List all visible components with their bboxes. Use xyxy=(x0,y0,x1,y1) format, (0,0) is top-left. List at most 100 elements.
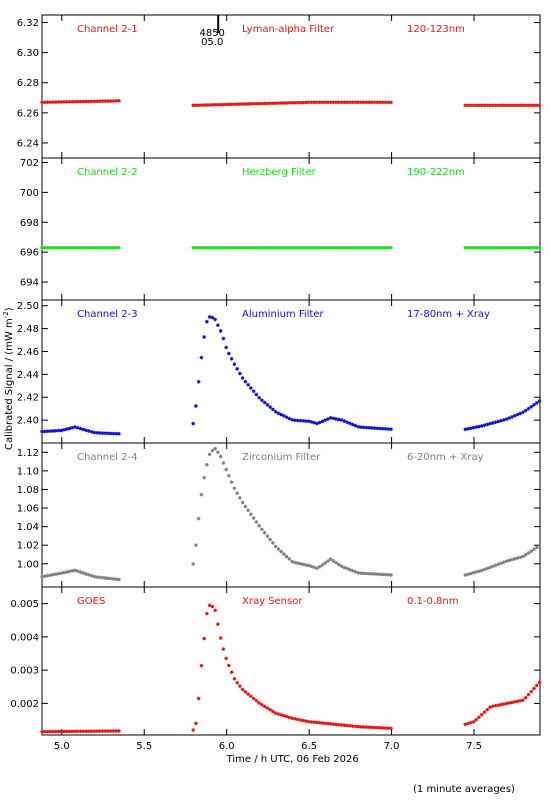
data-point xyxy=(499,103,503,108)
data-point xyxy=(372,572,377,576)
data-point xyxy=(100,431,105,435)
data-point xyxy=(284,101,289,105)
data-point xyxy=(42,245,47,250)
data-point xyxy=(304,719,308,723)
data-point xyxy=(89,429,94,434)
data-point xyxy=(53,729,58,734)
data-point xyxy=(224,245,228,250)
data-point xyxy=(229,245,234,250)
data-point xyxy=(117,245,121,250)
data-point xyxy=(106,99,110,103)
data-point xyxy=(89,573,94,578)
data-point xyxy=(62,428,66,432)
data-point xyxy=(114,431,119,436)
data-point xyxy=(232,102,237,107)
data-point xyxy=(205,245,209,250)
data-point xyxy=(92,729,97,733)
data-point xyxy=(507,245,512,250)
data-point xyxy=(364,425,369,430)
filter-label: Zirconium Filter xyxy=(242,452,321,463)
data-point xyxy=(512,700,517,704)
data-point xyxy=(496,245,501,250)
panel-frame xyxy=(41,299,541,444)
data-point xyxy=(320,721,325,725)
data-point xyxy=(501,245,506,250)
data-point xyxy=(501,560,506,565)
data-point xyxy=(326,559,330,563)
data-point xyxy=(268,707,272,712)
data-point xyxy=(367,100,371,105)
data-point xyxy=(202,475,206,480)
data-point xyxy=(518,411,523,416)
data-point xyxy=(331,245,336,250)
data-point xyxy=(507,558,512,563)
data-point xyxy=(108,245,113,250)
data-point xyxy=(323,561,327,565)
data-point xyxy=(216,450,220,454)
data-point xyxy=(474,245,479,250)
data-point xyxy=(521,554,525,559)
data-point xyxy=(295,717,300,722)
y-tick-label: 6.26 xyxy=(17,108,39,119)
data-point xyxy=(276,547,281,551)
y-tick-label: 1.10 xyxy=(17,466,39,477)
data-point xyxy=(243,379,248,384)
data-point xyxy=(92,430,97,435)
data-point xyxy=(97,729,102,733)
data-point xyxy=(361,425,366,430)
data-point xyxy=(210,448,215,453)
data-point xyxy=(315,720,319,725)
data-point xyxy=(218,102,223,107)
data-point xyxy=(84,99,88,104)
data-point xyxy=(246,382,250,387)
data-point xyxy=(207,452,212,457)
data-series xyxy=(40,603,542,734)
data-point xyxy=(471,425,476,430)
data-point xyxy=(482,245,487,250)
data-point xyxy=(507,103,512,108)
data-point xyxy=(359,100,363,105)
data-point xyxy=(301,562,305,567)
data-point xyxy=(315,566,319,571)
data-point xyxy=(370,725,374,730)
data-point xyxy=(111,729,116,733)
x-tick-label: 6.0 xyxy=(219,741,235,752)
data-point xyxy=(463,103,468,108)
data-point xyxy=(199,103,204,107)
data-point xyxy=(240,245,245,250)
data-point xyxy=(207,603,212,608)
data-point xyxy=(504,417,509,421)
data-point xyxy=(293,245,297,250)
data-point xyxy=(249,694,253,699)
data-point xyxy=(501,702,506,706)
data-point xyxy=(367,425,371,430)
data-point xyxy=(499,702,503,707)
data-point xyxy=(364,725,369,729)
data-point xyxy=(466,427,470,431)
event-marker-label-2: 05.0 xyxy=(201,37,223,48)
data-point xyxy=(199,245,204,250)
data-point xyxy=(507,416,512,420)
data-point xyxy=(334,417,338,421)
data-point xyxy=(75,425,80,430)
data-point xyxy=(334,722,338,727)
data-point xyxy=(232,676,237,681)
data-point xyxy=(243,245,248,250)
y-tick-label: 2.46 xyxy=(17,347,39,358)
data-point xyxy=(507,701,512,705)
data-point xyxy=(221,102,226,107)
data-point xyxy=(84,428,88,432)
data-point xyxy=(73,568,77,573)
data-point xyxy=(526,406,531,411)
data-point xyxy=(59,100,64,104)
data-point xyxy=(205,611,209,616)
data-point xyxy=(496,703,501,707)
data-point xyxy=(474,570,479,574)
data-point xyxy=(268,537,272,542)
data-point xyxy=(89,245,94,250)
data-point xyxy=(265,534,270,538)
data-point xyxy=(238,684,242,688)
data-point xyxy=(246,692,250,696)
data-point xyxy=(306,719,311,724)
data-point xyxy=(380,245,385,250)
